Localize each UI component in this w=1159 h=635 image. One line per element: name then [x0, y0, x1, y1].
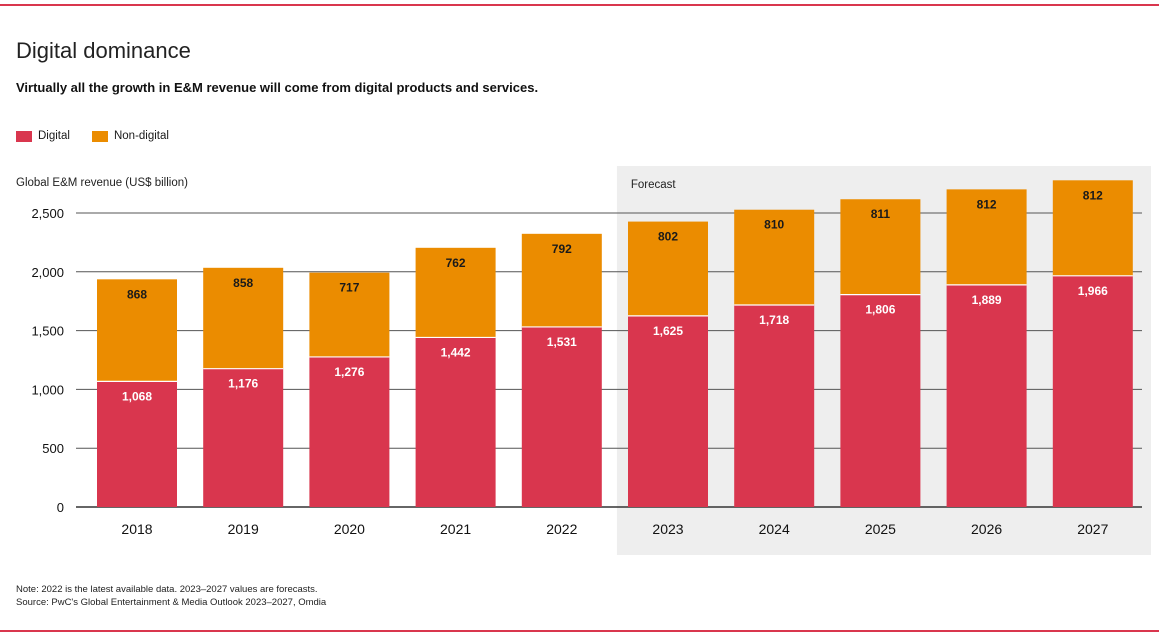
- data-label-digital: 1,806: [865, 303, 895, 317]
- data-label-digital: 1,889: [972, 293, 1002, 307]
- bar-digital: [415, 337, 496, 507]
- forecast-label: Forecast: [631, 179, 677, 191]
- data-label-digital: 1,531: [547, 335, 577, 349]
- data-label-digital: 1,068: [122, 389, 152, 403]
- data-label-nondigital: 858: [233, 276, 253, 290]
- bar-nondigital: [734, 209, 815, 305]
- bar-digital: [1052, 275, 1133, 507]
- bar-digital: [628, 315, 708, 507]
- bar-nondigital: [203, 267, 284, 369]
- data-label-nondigital: 868: [127, 287, 147, 301]
- data-label-nondigital: 762: [446, 256, 466, 270]
- bar-nondigital: [840, 199, 921, 295]
- bar-digital: [521, 326, 602, 507]
- x-tick-label: 2019: [228, 521, 259, 537]
- x-tick-label: 2023: [652, 521, 683, 537]
- legend-swatch-nondigital: [91, 130, 108, 142]
- chart-subtitle: Virtually all the growth in E&M revenue …: [16, 80, 539, 95]
- bar-nondigital: [97, 279, 177, 382]
- data-label-digital: 1,966: [1078, 284, 1108, 298]
- y-tick-label: 500: [42, 441, 64, 456]
- bar-digital: [309, 356, 390, 507]
- bottom-rule: [0, 630, 1159, 632]
- y-axis-title: Global E&M revenue (US$ billion): [16, 177, 188, 189]
- chart-title: Digital dominance: [16, 38, 191, 63]
- bar-digital: [946, 284, 1027, 507]
- bar-digital: [203, 368, 284, 507]
- x-tick-label: 2020: [334, 521, 365, 537]
- data-label-nondigital: 811: [871, 207, 891, 221]
- x-tick-label: 2024: [759, 521, 790, 537]
- y-tick-label: 1,500: [31, 324, 64, 339]
- y-tick-label: 0: [57, 500, 64, 515]
- data-label-nondigital: 717: [339, 281, 359, 295]
- bar-digital: [734, 304, 815, 507]
- x-tick-label: 2018: [121, 521, 152, 537]
- data-label-digital: 1,625: [653, 324, 683, 338]
- data-label-nondigital: 792: [552, 242, 572, 256]
- bar-nondigital: [521, 233, 602, 327]
- data-label-digital: 1,718: [759, 313, 789, 327]
- footnotes: Note: 2022 is the latest available data.…: [16, 583, 326, 609]
- bar-digital: [97, 381, 177, 507]
- bar-nondigital: [1052, 180, 1133, 276]
- data-label-digital: 1,276: [334, 365, 364, 379]
- note-text: Note: 2022 is the latest available data.…: [16, 584, 318, 595]
- x-tick-label: 2025: [865, 521, 896, 537]
- legend-item-nondigital: Non-digital: [91, 130, 169, 142]
- bar-nondigital: [628, 221, 708, 316]
- legend-label-digital: Digital: [38, 130, 70, 142]
- y-tick-label: 2,500: [31, 206, 64, 221]
- top-rule: [0, 4, 1159, 6]
- legend-label-nondigital: Non-digital: [113, 130, 169, 142]
- data-label-digital: 1,176: [228, 377, 258, 391]
- bar-nondigital: [415, 247, 496, 338]
- x-tick-label: 2026: [971, 521, 1002, 537]
- data-label-digital: 1,442: [441, 345, 471, 359]
- source-text: Source: PwC's Global Entertainment & Med…: [16, 597, 327, 608]
- data-label-nondigital: 812: [977, 197, 997, 211]
- x-tick-label: 2021: [440, 521, 471, 537]
- bar-nondigital: [946, 189, 1027, 285]
- x-tick-label: 2022: [546, 521, 577, 537]
- legend: Digital Non-digital: [16, 130, 191, 142]
- data-label-nondigital: 810: [764, 218, 784, 232]
- bar-digital: [840, 294, 921, 507]
- legend-swatch-digital: [16, 130, 32, 142]
- legend-item-digital: Digital: [16, 130, 70, 142]
- data-label-nondigital: 812: [1083, 188, 1103, 202]
- bar-nondigital: [309, 272, 390, 357]
- data-label-nondigital: 802: [658, 230, 678, 244]
- y-tick-label: 1,000: [31, 382, 64, 397]
- x-tick-label: 2027: [1077, 521, 1108, 537]
- y-tick-label: 2,000: [31, 265, 64, 280]
